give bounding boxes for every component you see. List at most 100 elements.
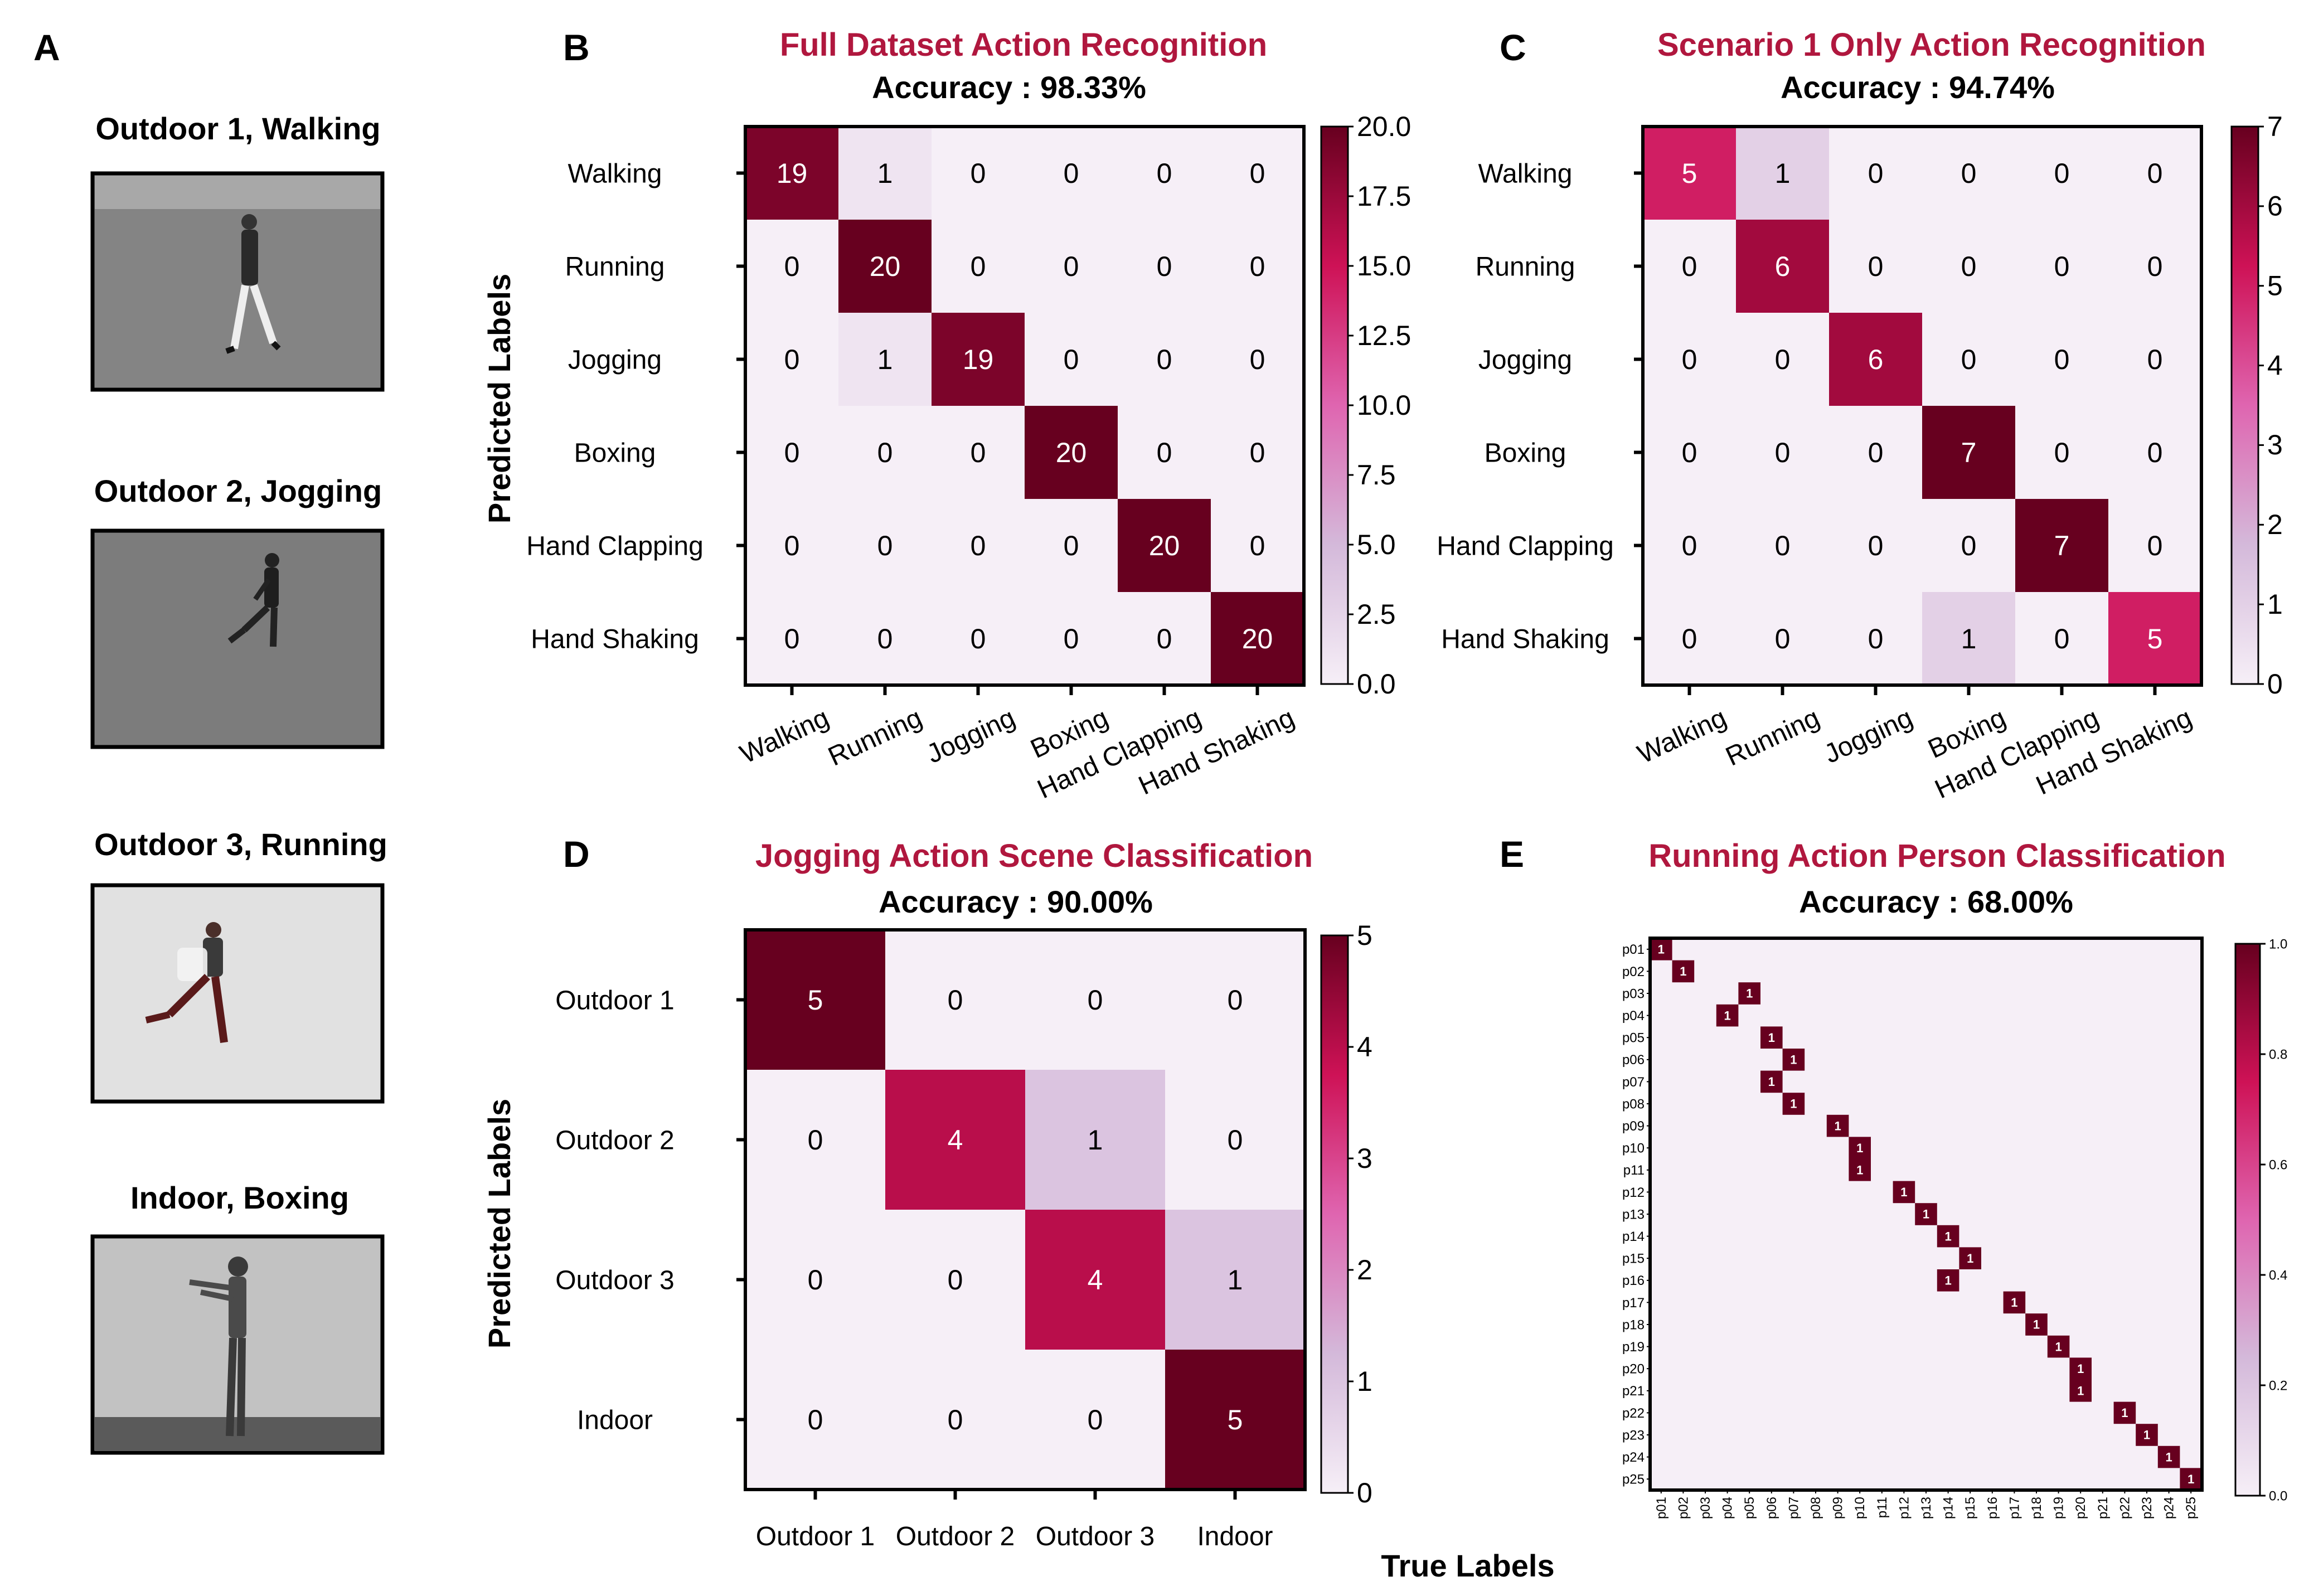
heatmap-cell-e-2-6 bbox=[1782, 982, 1805, 1005]
cell-label-c-2-3: 0 bbox=[1961, 344, 1977, 375]
heatmap-cell-e-4-6 bbox=[1782, 1026, 1805, 1049]
cell-label-d-2-1: 0 bbox=[948, 1264, 963, 1296]
heatmap-cell-e-20-6 bbox=[1782, 1380, 1805, 1403]
heatmap-cell-e-1-18 bbox=[2047, 960, 2070, 983]
heatmap-cell-d-0-3 bbox=[1165, 930, 1306, 1070]
heatmap-cell-e-12-20 bbox=[2092, 1203, 2114, 1226]
chart-subtitle-c: Accuracy : 94.74% bbox=[1781, 70, 2055, 105]
heatmap-cell-e-1-20 bbox=[2092, 960, 2114, 983]
cell-label-d-1-3: 0 bbox=[1228, 1124, 1243, 1156]
heatmap-cell-d-1-2 bbox=[1025, 1070, 1166, 1210]
row-label-e-22: p23 bbox=[1622, 1428, 1645, 1443]
heatmap-cell-e-15-0 bbox=[1650, 1269, 1673, 1292]
heatmap-cell-b-5-3 bbox=[1025, 592, 1118, 686]
heatmap-cell-e-22-16 bbox=[2003, 1424, 2026, 1447]
heatmap-cell-e-0-2 bbox=[1694, 938, 1717, 961]
chart-title-e: Running Action Person Classification bbox=[1648, 838, 2226, 874]
heatmap-cell-e-11-16 bbox=[2003, 1181, 2026, 1204]
heatmap-cell-e-7-6 bbox=[1782, 1093, 1805, 1115]
heatmap-cell-e-11-22 bbox=[2136, 1181, 2159, 1204]
heatmap-cell-c-2-0 bbox=[1643, 313, 1737, 406]
heatmap-cell-e-17-6 bbox=[1782, 1313, 1805, 1336]
col-label-c-0: Walking bbox=[1633, 703, 1731, 769]
heatmap-cell-e-1-2 bbox=[1694, 960, 1717, 983]
heatmap-cell-e-16-7 bbox=[1805, 1291, 1827, 1314]
heatmap-cell-e-3-11 bbox=[1893, 1004, 1915, 1027]
heatmap-cell-e-11-9 bbox=[1849, 1181, 1871, 1204]
colorbar-e bbox=[2234, 943, 2261, 1497]
xlabel-shared: True Labels bbox=[1381, 1548, 1554, 1583]
heatmap-cell-b-0-3 bbox=[1025, 127, 1118, 220]
cell-label-d-1-0: 0 bbox=[808, 1124, 823, 1156]
heatmap-cell-e-2-0 bbox=[1650, 982, 1673, 1005]
heatmap-cell-e-21-23 bbox=[2157, 1401, 2180, 1424]
heatmap-cell-e-5-6 bbox=[1782, 1049, 1805, 1071]
heatmap-cell-e-10-3 bbox=[1716, 1159, 1739, 1182]
heatmap-cell-e-14-8 bbox=[1826, 1247, 1849, 1270]
heatmap-cell-e-7-23 bbox=[2157, 1093, 2180, 1115]
heatmap-cell-e-12-24 bbox=[2180, 1203, 2203, 1226]
heatmap-cell-e-13-10 bbox=[1871, 1225, 1894, 1248]
heatmap-cell-e-20-15 bbox=[1981, 1380, 2004, 1403]
heatmap-cell-e-15-10 bbox=[1871, 1269, 1894, 1292]
col-label-e-17: p18 bbox=[2029, 1497, 2044, 1519]
heatmap-cell-e-5-10 bbox=[1871, 1049, 1894, 1071]
heatmap-cell-e-18-17 bbox=[2025, 1335, 2048, 1358]
heatmap-cell-e-9-7 bbox=[1805, 1137, 1827, 1160]
heatmap-cell-e-5-12 bbox=[1915, 1049, 1938, 1071]
heatmap-cell-d-1-0 bbox=[745, 1070, 886, 1210]
heatmap-cell-e-23-21 bbox=[2113, 1445, 2136, 1468]
cell-label-b-1-4: 0 bbox=[1157, 251, 1172, 282]
heatmap-cell-b-2-4 bbox=[1118, 313, 1211, 406]
heatmap-cell-e-15-22 bbox=[2136, 1269, 2159, 1292]
col-label-d-3: Indoor bbox=[1197, 1522, 1273, 1551]
heatmap-cell-c-4-1 bbox=[1736, 499, 1830, 593]
col-label-e-24: p25 bbox=[2184, 1497, 2199, 1519]
heatmap-cell-e-17-17 bbox=[2025, 1313, 2048, 1336]
heatmap-cell-e-6-22 bbox=[2136, 1070, 2159, 1093]
heatmap-cell-c-3-5 bbox=[2108, 406, 2202, 499]
heatmap-cell-e-22-18 bbox=[2047, 1424, 2070, 1447]
heatmap-cell-e-9-11 bbox=[1893, 1137, 1915, 1160]
heatmap-cell-e-14-24 bbox=[2180, 1247, 2203, 1270]
col-label-e-22: p23 bbox=[2140, 1497, 2155, 1519]
heatmap-cell-e-12-18 bbox=[2047, 1203, 2070, 1226]
col-label-e-11: p12 bbox=[1896, 1497, 1912, 1519]
heatmap-cell-e-17-14 bbox=[1959, 1313, 1982, 1336]
heatmap-cell-e-13-1 bbox=[1672, 1225, 1695, 1248]
heatmap-cell-e-0-13 bbox=[1937, 938, 1959, 961]
heatmap-cell-b-2-0 bbox=[745, 313, 839, 406]
heatmap-cell-e-14-22 bbox=[2136, 1247, 2159, 1270]
heatmap-cell-e-6-16 bbox=[2003, 1070, 2026, 1093]
cell-label-c-3-0: 0 bbox=[1682, 437, 1697, 468]
heatmap-cell-e-2-9 bbox=[1849, 982, 1871, 1005]
col-label-e-2: p03 bbox=[1698, 1497, 1713, 1519]
heatmap-cell-e-13-19 bbox=[2069, 1225, 2092, 1248]
heatmap-cell-e-2-7 bbox=[1805, 982, 1827, 1005]
heatmap-cell-e-15-4 bbox=[1738, 1269, 1761, 1292]
heatmap-cell-e-3-6 bbox=[1782, 1004, 1805, 1027]
heatmap-cell-e-13-9 bbox=[1849, 1225, 1871, 1248]
cell-label-e-0-0: 1 bbox=[1658, 943, 1665, 957]
col-label-e-13: p14 bbox=[1941, 1497, 1956, 1519]
heatmap-cell-e-13-8 bbox=[1826, 1225, 1849, 1248]
heatmap-cell-e-1-14 bbox=[1959, 960, 1982, 983]
heatmap-cell-e-16-8 bbox=[1826, 1291, 1849, 1314]
colorbar-label-b-7: 17.5 bbox=[1357, 181, 1411, 212]
row-label-c-4: Hand Clapping bbox=[1437, 531, 1614, 561]
heatmap-cell-e-18-8 bbox=[1826, 1335, 1849, 1358]
heatmap-cell-e-21-6 bbox=[1782, 1401, 1805, 1424]
cell-label-c-3-4: 0 bbox=[2054, 437, 2070, 468]
heatmap-cell-e-9-6 bbox=[1782, 1137, 1805, 1160]
heatmap-cell-e-17-24 bbox=[2180, 1313, 2203, 1336]
heatmap-cell-e-14-14 bbox=[1959, 1247, 1982, 1270]
heatmap-cell-e-6-20 bbox=[2092, 1070, 2114, 1093]
heatmap-cell-e-6-23 bbox=[2157, 1070, 2180, 1093]
heatmap-cell-e-2-1 bbox=[1672, 982, 1695, 1005]
row-label-e-2: p03 bbox=[1622, 986, 1645, 1001]
heatmap-cell-e-19-0 bbox=[1650, 1357, 1673, 1380]
heatmap-cell-e-7-13 bbox=[1937, 1093, 1959, 1115]
heatmap-cell-e-13-3 bbox=[1716, 1225, 1739, 1248]
heatmap-cell-e-1-8 bbox=[1826, 960, 1849, 983]
colorbar-label-b-5: 12.5 bbox=[1357, 320, 1411, 351]
